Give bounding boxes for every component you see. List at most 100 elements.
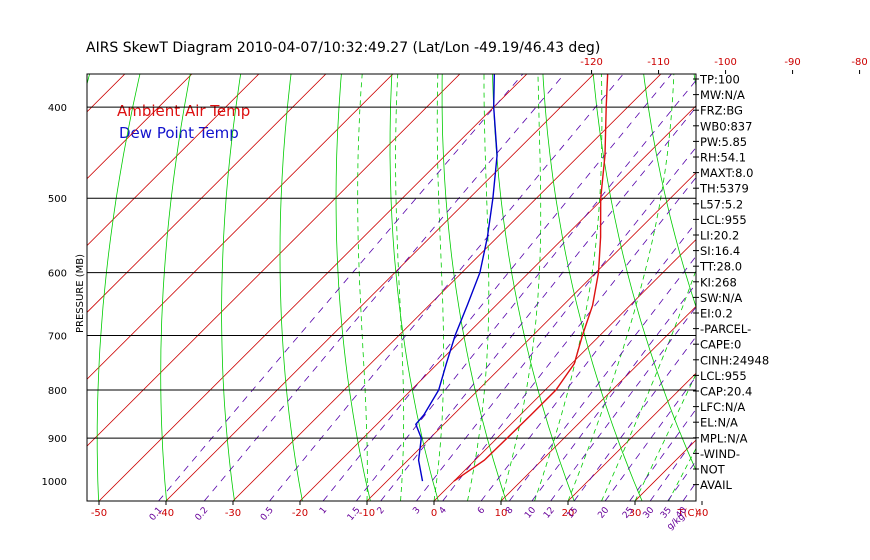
mixing-ratio-label: 3 xyxy=(411,506,422,517)
bottom-temp-tick-label: 40 xyxy=(696,508,709,519)
dry-adiabat-line xyxy=(335,74,371,501)
dry-adiabat-line xyxy=(389,74,439,501)
index-label: PW:5.85 xyxy=(700,135,747,149)
top-temp-tick-label: -100 xyxy=(714,57,737,68)
index-label: MW:N/A xyxy=(700,88,745,102)
dry-adiabat-line xyxy=(542,74,643,501)
dew-point-temp-curve xyxy=(414,74,498,482)
bottom-temp-tick-label: 30 xyxy=(629,508,642,519)
isotherm-line xyxy=(165,74,595,501)
mixing-ratio-line xyxy=(442,176,696,501)
isotherm-line xyxy=(87,74,394,380)
mixing-ratio-label: 0.2 xyxy=(194,506,211,523)
isotherm-line xyxy=(87,74,461,447)
dry-adiabat-line xyxy=(761,0,870,501)
mixing-ratio-label: 12 xyxy=(542,506,557,521)
moist-adiabat-line xyxy=(395,74,405,501)
mixing-ratio-line xyxy=(508,255,696,501)
bottom-temp-tick-label: -30 xyxy=(225,508,241,519)
dry-adiabat-line xyxy=(441,74,507,501)
mixing-ratio-label: 1 xyxy=(318,506,329,517)
isotherm-line xyxy=(500,305,696,501)
mixing-ratio-label: 10 xyxy=(523,505,538,520)
isotherm-line xyxy=(0,0,391,501)
bottom-temp-tick-label: -50 xyxy=(91,508,107,519)
pressure-tick-label: 600 xyxy=(48,269,67,280)
dry-adiabat-line xyxy=(87,74,90,86)
background-lines xyxy=(0,0,870,501)
mixing-ratio-line xyxy=(629,408,696,501)
axes: 1002003004005006007008009001000-120-110-… xyxy=(42,57,868,532)
isotherm-line xyxy=(366,172,696,501)
index-label: SW:N/A xyxy=(700,291,742,305)
isotherm-line xyxy=(232,74,662,501)
index-label: MPL:N/A xyxy=(700,431,748,445)
mixing-ratio-label: 0.5 xyxy=(259,506,276,523)
index-label: TH:5379 xyxy=(699,182,749,196)
index-label: RH:54.1 xyxy=(700,151,746,165)
isotherm-line xyxy=(769,0,870,501)
index-label: TP:100 xyxy=(699,73,740,87)
index-label: AVAIL xyxy=(700,478,733,492)
dry-adiabat-line xyxy=(802,0,870,501)
ambient-air-temp-curve xyxy=(453,74,609,482)
moist-adiabat-line xyxy=(567,74,675,501)
index-label: LCL:955 xyxy=(700,213,747,227)
index-label: CINH:24948 xyxy=(700,353,769,367)
index-label: WB0:837 xyxy=(700,119,752,133)
dry-adiabat-line xyxy=(720,0,870,501)
temp-axis-unit-label: T(C) xyxy=(677,508,699,519)
index-label: FRZ:BG xyxy=(700,104,743,118)
dry-adiabat-line xyxy=(643,74,696,309)
index-label: CAP:20.4 xyxy=(700,385,752,399)
dry-adiabat-line xyxy=(96,74,141,501)
dry-adiabat-line xyxy=(0,0,259,501)
dry-adiabat-line xyxy=(592,74,696,472)
isotherm-line xyxy=(98,74,528,501)
mixing-ratio-line xyxy=(531,283,696,501)
pressure-tick-label: 800 xyxy=(48,386,67,397)
mixing-ratio-label: 30 xyxy=(641,505,656,520)
index-label: EI:0.2 xyxy=(700,307,733,321)
pressure-tick-label: 1000 xyxy=(42,477,67,488)
mixing-ratio-label: 8 xyxy=(504,505,516,516)
mixing-ratio-line xyxy=(203,74,565,501)
isotherm-line xyxy=(0,0,592,501)
top-temp-tick-label: -110 xyxy=(647,57,670,68)
bottom-temp-tick-label: -20 xyxy=(292,508,308,519)
index-label: LFC:N/A xyxy=(700,400,745,414)
index-label: LCL:955 xyxy=(700,369,747,383)
mixing-ratio-line xyxy=(480,221,696,501)
index-label: -WIND- xyxy=(700,447,740,461)
dry-adiabat-line xyxy=(221,74,242,501)
isotherm-line xyxy=(0,0,458,501)
plot-frame xyxy=(86,73,697,502)
bottom-temp-tick-label: 0 xyxy=(431,508,437,519)
mixing-ratio-label: 6 xyxy=(476,505,488,516)
chart-title: AIRS SkewT Diagram 2010-04-07/10:32:49.2… xyxy=(86,40,600,56)
pressure-tick-label: 700 xyxy=(48,332,67,343)
mixing-ratio-line xyxy=(158,74,524,501)
y-axis-label: PRESSURE (MB) xyxy=(75,254,86,333)
mixing-ratio-label: 2 xyxy=(376,506,387,517)
index-label: NOT xyxy=(700,463,726,477)
isotherm-line xyxy=(433,238,696,501)
isotherm-line xyxy=(87,74,126,113)
index-label: CAPE:0 xyxy=(700,338,741,352)
top-temp-tick-label: -90 xyxy=(784,57,800,68)
pressure-tick-label: 400 xyxy=(48,103,67,114)
mixing-ratio-label: 20 xyxy=(596,505,611,520)
dry-adiabat-line xyxy=(160,74,191,501)
top-temp-tick-label: -120 xyxy=(580,57,603,68)
index-label: L57:5.2 xyxy=(700,197,743,211)
dry-adiabat-line xyxy=(492,74,575,501)
mixing-ratio-line xyxy=(649,436,696,501)
index-label: MAXT:8.0 xyxy=(700,166,753,180)
index-label: EL:N/A xyxy=(700,416,738,430)
stability-indices: TP:100MW:N/AFRZ:BGWB0:837PW:5.85RH:54.1M… xyxy=(693,73,769,492)
bottom-temp-tick-label: 20 xyxy=(562,508,575,519)
index-label: TT:28.0 xyxy=(699,260,742,274)
index-label: LI:20.2 xyxy=(700,229,739,243)
pressure-tick-label: 500 xyxy=(48,194,67,205)
index-label: SI:16.4 xyxy=(700,244,740,258)
